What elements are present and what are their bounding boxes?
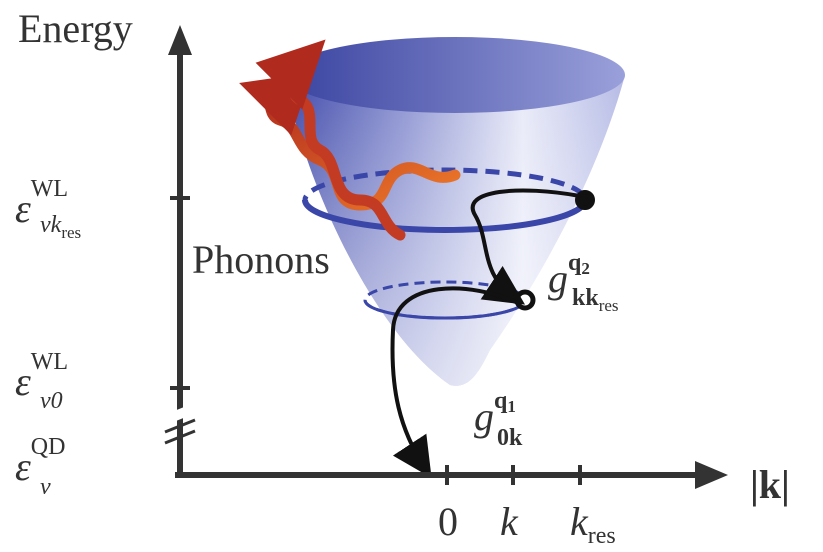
coupling-sub: kk xyxy=(572,285,599,311)
coupling-subsub: res xyxy=(599,296,619,315)
x-axis-label: |k| xyxy=(750,462,790,507)
tick-base: 0 xyxy=(438,499,458,544)
x-tick-label: 0 xyxy=(438,499,458,544)
tick-base: ε xyxy=(15,186,31,231)
y-tick-sub: v xyxy=(40,474,51,500)
coupling-sup: q xyxy=(568,250,582,276)
phonons-label: Phonons xyxy=(192,237,330,282)
tick-base: k xyxy=(500,499,519,544)
diagram: Energy |k| Phonons 0 k kres εWL vkres εW… xyxy=(0,0,823,552)
coupling-supsub: 1 xyxy=(507,397,516,416)
tick-sup: WL xyxy=(31,349,68,375)
coupling-sub: kkres xyxy=(572,285,619,315)
x-tick-label: k xyxy=(500,499,519,544)
tick-base: ε xyxy=(15,359,31,404)
tick-sup: WL xyxy=(31,176,68,202)
coupling-base: g xyxy=(548,256,568,301)
y-tick-sub: vkres xyxy=(40,212,81,242)
tick-sub: vk xyxy=(40,212,62,238)
tick-sup: QD xyxy=(31,434,66,460)
x-axis-label-text: |k| xyxy=(750,462,790,507)
tick-subsub: res xyxy=(61,223,81,242)
coupling-supsub: 2 xyxy=(581,259,590,278)
coupling-sup: q xyxy=(494,388,508,414)
y-axis-label: Energy xyxy=(18,6,133,51)
tick-sub: res xyxy=(588,523,616,549)
coupling-sub: 0k xyxy=(497,425,523,451)
coupling-base: g xyxy=(474,394,494,439)
tick-base: ε xyxy=(15,444,31,489)
x-tick-label: kres xyxy=(570,499,616,549)
y-tick-sub: v0 xyxy=(40,388,63,414)
tick-base: k xyxy=(570,499,589,544)
cone xyxy=(285,37,625,386)
